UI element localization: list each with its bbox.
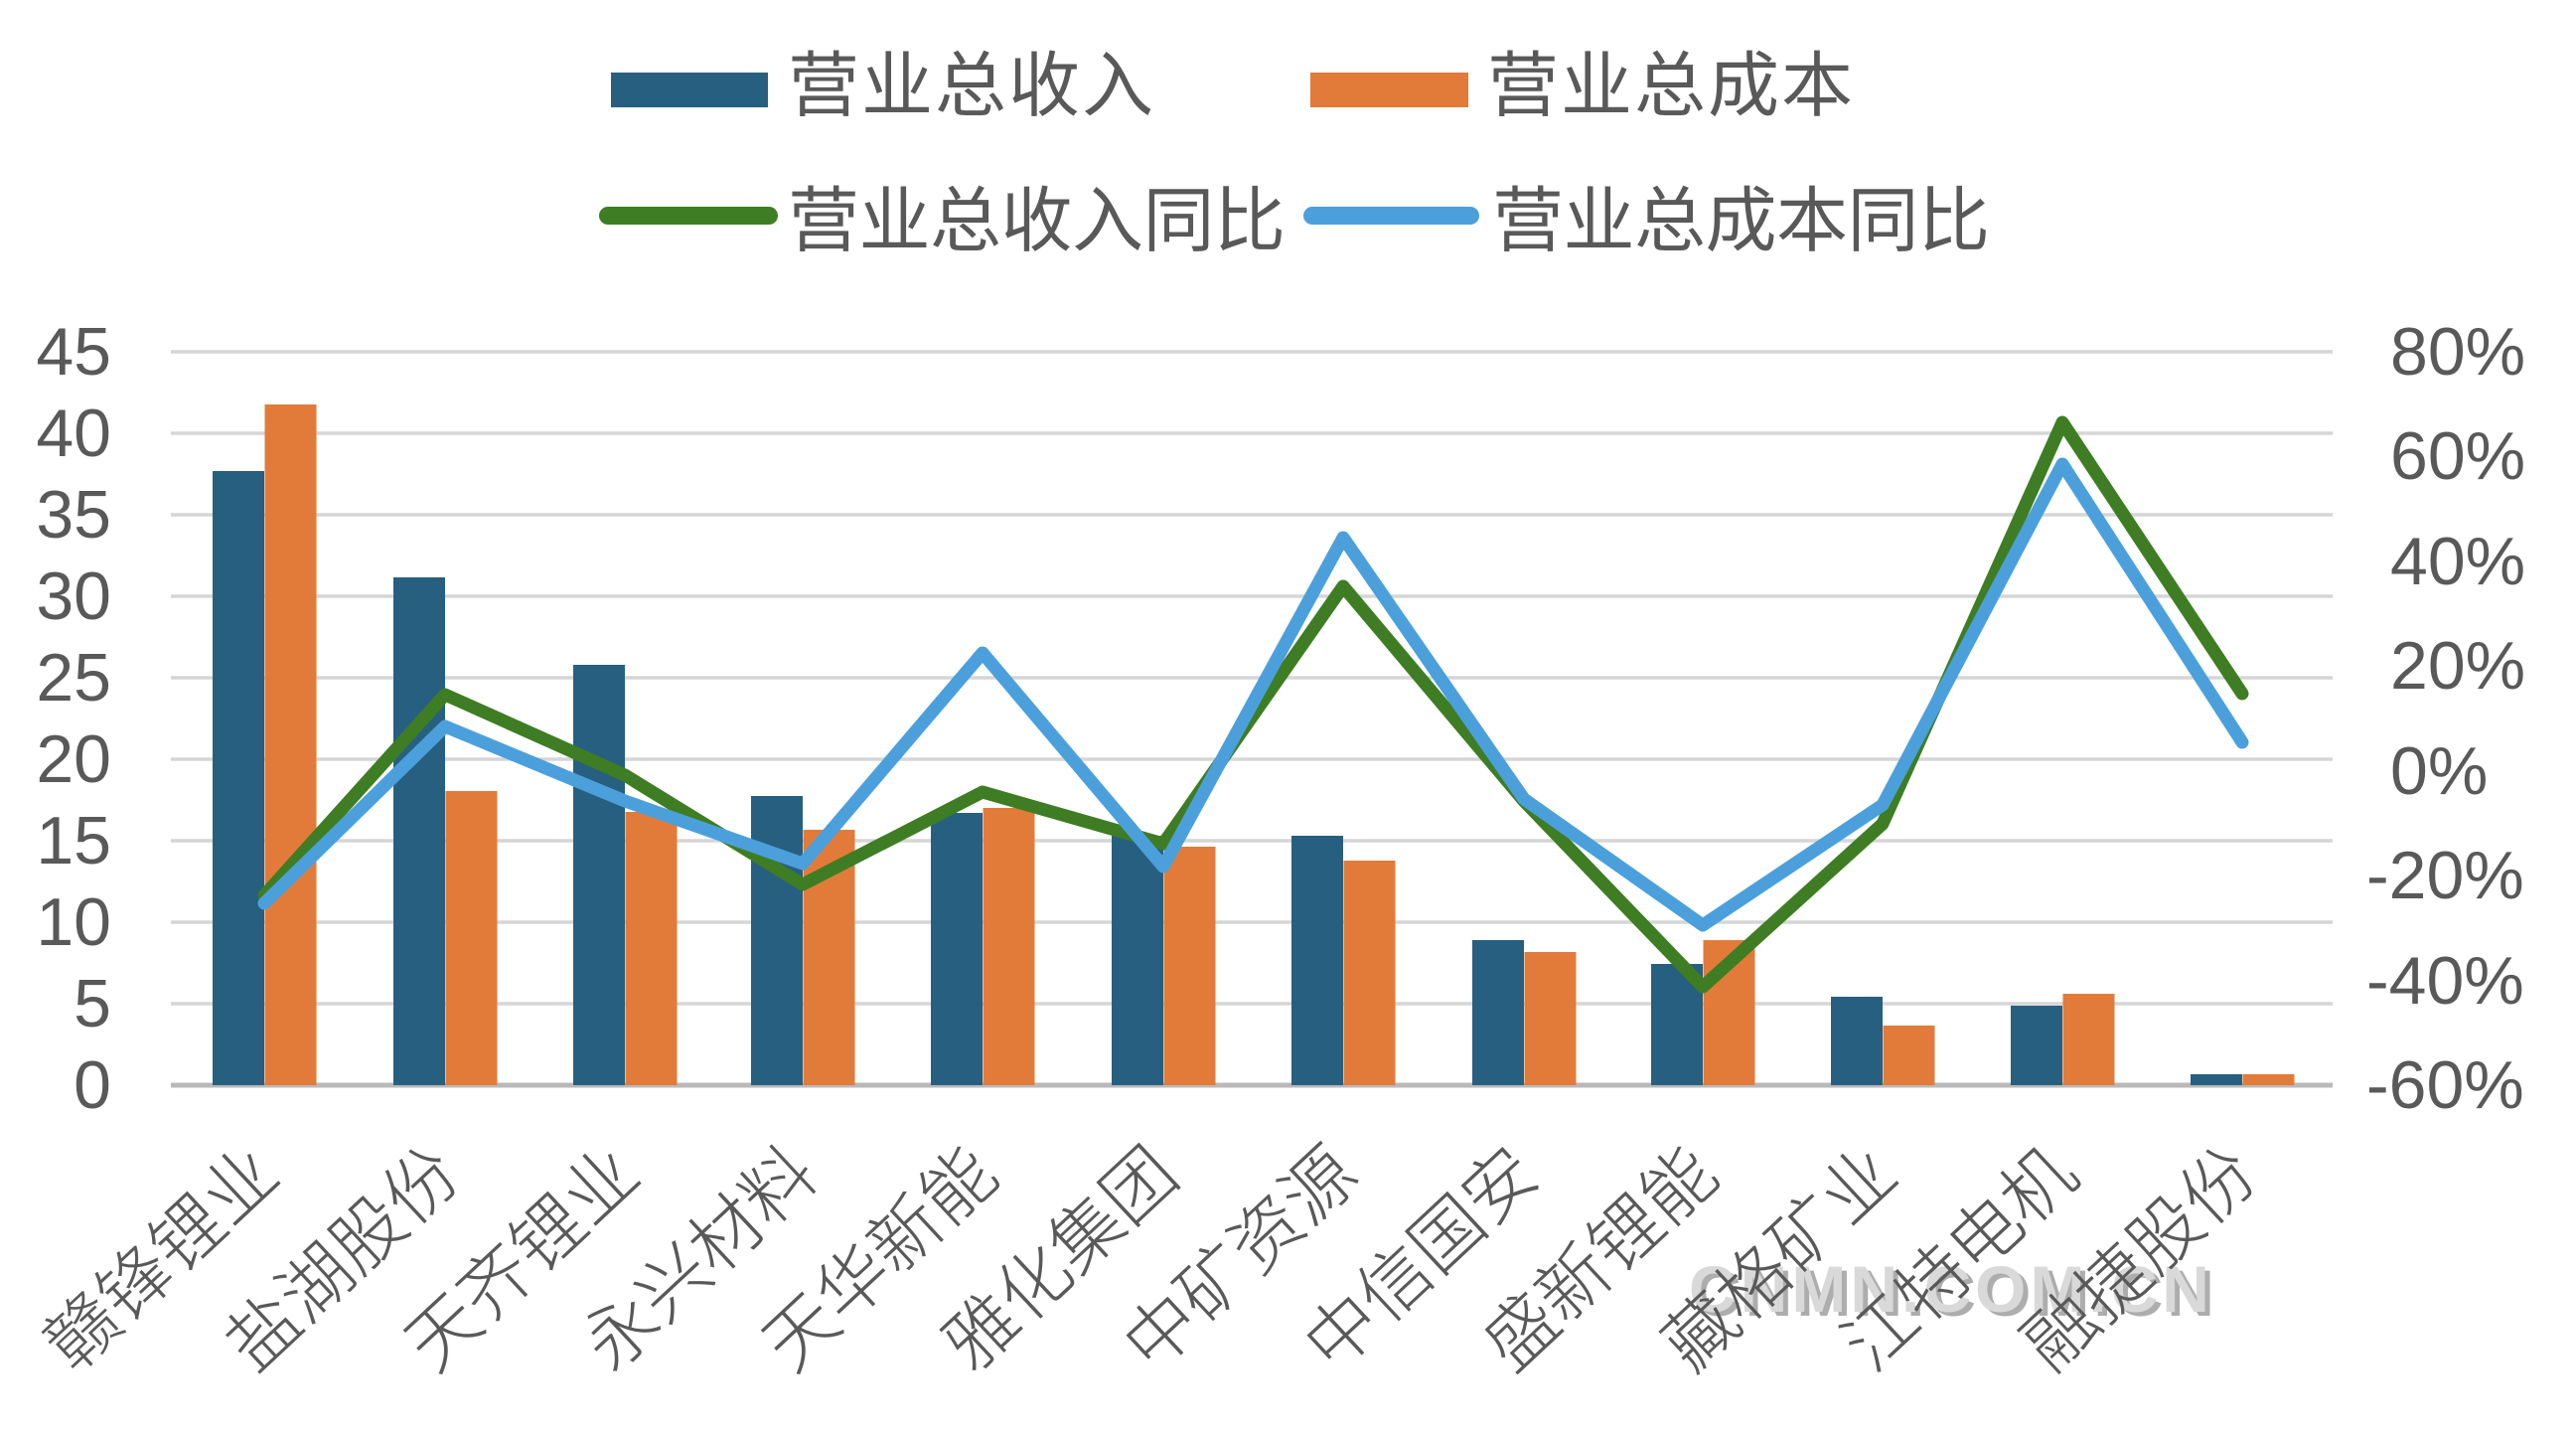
svg-text:-20%: -20% <box>2366 838 2524 913</box>
svg-text:-40%: -40% <box>2366 943 2524 1019</box>
svg-text:60%: 60% <box>2390 418 2525 494</box>
svg-text:20: 20 <box>36 721 111 797</box>
svg-text:20%: 20% <box>2390 628 2525 704</box>
svg-text:10: 10 <box>36 884 111 960</box>
svg-text:40%: 40% <box>2390 524 2525 599</box>
svg-text:-60%: -60% <box>2366 1047 2524 1123</box>
svg-text:0%: 0% <box>2390 733 2488 809</box>
svg-text:80%: 80% <box>2390 314 2525 390</box>
svg-text:35: 35 <box>36 477 111 553</box>
svg-text:25: 25 <box>36 640 111 716</box>
svg-text:40: 40 <box>36 396 111 471</box>
svg-text:5: 5 <box>74 966 111 1041</box>
svg-text:0: 0 <box>74 1047 111 1123</box>
svg-text:30: 30 <box>36 558 111 634</box>
svg-text:15: 15 <box>36 803 111 878</box>
svg-text:45: 45 <box>36 314 111 390</box>
